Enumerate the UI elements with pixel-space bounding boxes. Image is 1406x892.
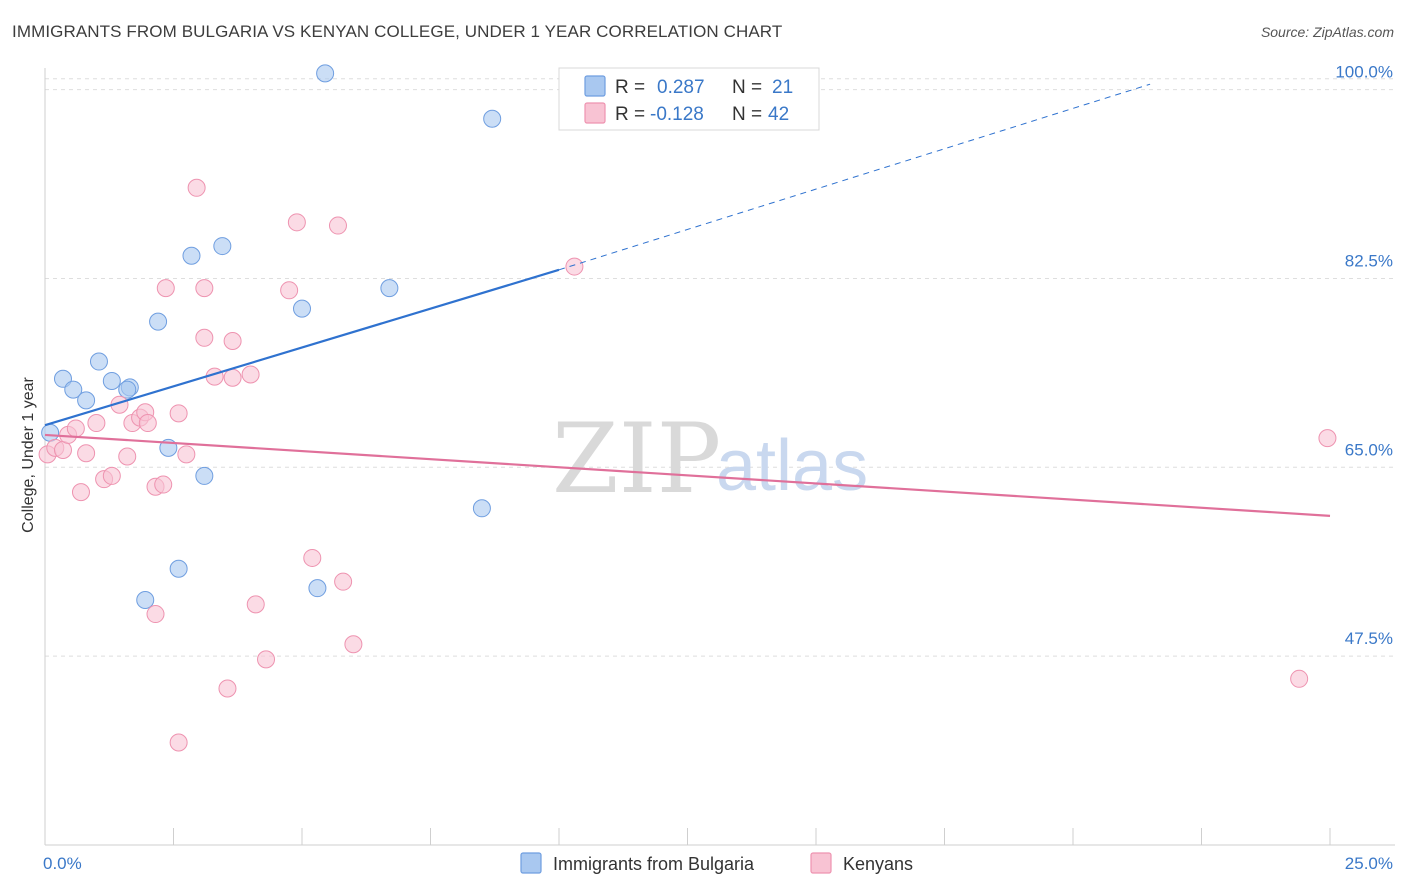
point-kenyans	[146, 605, 165, 624]
trend-line-bulgaria-extension	[558, 83, 1151, 271]
point-kenyans	[154, 475, 173, 494]
y-tick-labels: 47.5% 65.0% 82.5% 100.0%	[1335, 63, 1393, 649]
legend-r-value-bulgaria: 0.287	[657, 77, 705, 98]
point-kenyans	[87, 414, 106, 433]
point-kenyans	[241, 365, 260, 384]
y-axis-label: College, Under 1 year	[20, 377, 37, 533]
point-kenyans	[218, 679, 237, 698]
point-bulgaria	[102, 371, 121, 390]
point-bulgaria	[77, 391, 96, 410]
legend: R = 0.287 N = 21 R = -0.128 N = 42	[558, 67, 820, 131]
point-kenyans	[303, 548, 322, 567]
point-kenyans	[328, 216, 347, 235]
point-bulgaria	[136, 591, 155, 610]
legend-n-label-kenyans: N =	[732, 104, 762, 125]
point-kenyans	[77, 444, 96, 463]
y-tick-label: 47.5%	[1345, 629, 1393, 648]
point-kenyans	[138, 414, 157, 433]
legend-r-value-kenyans: -0.128	[650, 104, 704, 125]
point-kenyans	[1290, 669, 1309, 688]
bottom-legend: Immigrants from Bulgaria Kenyans	[520, 852, 913, 874]
point-bulgaria	[41, 423, 60, 442]
point-bulgaria	[472, 499, 491, 518]
source-label: Source: ZipAtlas.com	[1260, 24, 1394, 40]
point-bulgaria	[118, 380, 137, 399]
bottom-legend-swatch-kenyans	[810, 852, 832, 874]
point-kenyans	[118, 447, 137, 466]
point-bulgaria	[483, 109, 502, 128]
point-kenyans	[53, 441, 72, 460]
bottom-legend-label-kenyans: Kenyans	[843, 854, 913, 874]
trend-lines	[44, 83, 1331, 517]
point-bulgaria	[169, 559, 188, 578]
chart-title: IMMIGRANTS FROM BULGARIA VS KENYAN COLLE…	[12, 22, 783, 41]
point-kenyans	[565, 257, 584, 276]
legend-n-value-kenyans: 42	[768, 104, 789, 125]
point-kenyans	[156, 279, 175, 298]
point-bulgaria	[316, 64, 335, 83]
point-bulgaria	[195, 466, 214, 485]
point-kenyans	[344, 635, 363, 654]
x-ticks	[44, 828, 1331, 845]
y-tick-label: 65.0%	[1345, 440, 1393, 459]
point-bulgaria	[89, 352, 108, 371]
point-kenyans	[169, 733, 188, 752]
point-kenyans	[177, 445, 196, 464]
trend-line-bulgaria	[44, 268, 560, 427]
point-bulgaria	[64, 380, 83, 399]
y-tick-label: 100.0%	[1335, 63, 1393, 82]
point-kenyans	[280, 281, 299, 300]
point-bulgaria	[149, 312, 168, 331]
point-bulgaria	[293, 299, 311, 318]
legend-r-label-bulgaria: R =	[615, 77, 645, 98]
point-kenyans	[223, 332, 242, 351]
point-kenyans	[195, 279, 214, 298]
bottom-legend-swatch-bulgaria	[520, 852, 542, 874]
data-points	[38, 64, 1337, 752]
watermark-zip: ZIP	[552, 403, 721, 515]
point-kenyans	[195, 328, 214, 347]
point-kenyans	[287, 213, 306, 232]
point-kenyans	[1318, 429, 1337, 448]
legend-r-label-kenyans: R =	[615, 104, 645, 125]
point-bulgaria	[182, 246, 201, 265]
point-kenyans	[66, 419, 85, 438]
point-kenyans	[334, 572, 353, 591]
point-bulgaria	[380, 279, 399, 298]
legend-n-label-bulgaria: N =	[732, 77, 762, 98]
point-kenyans	[246, 595, 265, 614]
point-kenyans	[169, 404, 188, 423]
point-kenyans	[102, 466, 121, 485]
legend-swatch-bulgaria	[584, 75, 606, 97]
point-bulgaria	[213, 237, 232, 256]
x-tick-label-min: 0.0%	[43, 854, 82, 873]
legend-n-value-bulgaria: 21	[772, 77, 793, 98]
point-kenyans	[223, 368, 242, 387]
point-kenyans	[187, 178, 206, 197]
bottom-legend-label-bulgaria: Immigrants from Bulgaria	[553, 854, 755, 874]
trend-line-kenyans	[44, 433, 1331, 517]
point-bulgaria	[308, 579, 327, 598]
legend-swatch-kenyans	[584, 102, 606, 124]
x-tick-label-max: 25.0%	[1345, 854, 1393, 873]
y-tick-label: 82.5%	[1345, 251, 1393, 270]
point-kenyans	[257, 650, 276, 669]
point-kenyans	[71, 483, 90, 502]
watermark-atlas: atlas	[716, 426, 868, 506]
